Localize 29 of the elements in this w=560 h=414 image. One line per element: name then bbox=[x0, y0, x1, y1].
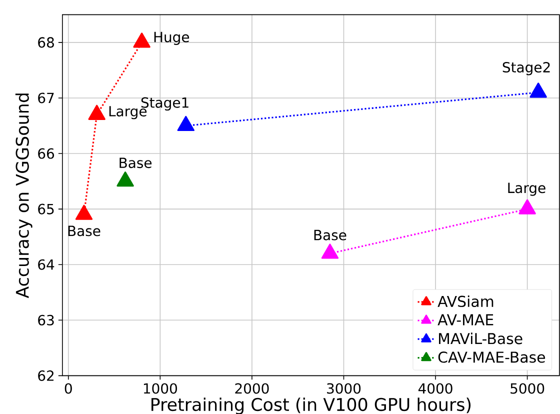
annotation: Huge bbox=[154, 32, 190, 45]
x-tick-label: 1000 bbox=[144, 383, 177, 394]
annotation: Base bbox=[314, 230, 346, 240]
legend-label: AV-MAE bbox=[438, 314, 494, 326]
y-tick-label: 67 bbox=[38, 92, 54, 104]
x-tick-label: 0 bbox=[64, 383, 72, 394]
y-axis-title: Accuracy on VGGSound bbox=[15, 94, 32, 298]
annotation: Base bbox=[120, 158, 152, 168]
legend-label: CAV-MAE-Base bbox=[438, 352, 545, 363]
y-tick-label: 62 bbox=[38, 370, 54, 381]
y-tick-label: 66 bbox=[38, 148, 54, 159]
annotation: Large bbox=[508, 182, 546, 196]
legend-label: MAViL-Base bbox=[439, 332, 522, 344]
y-tick-label: 68 bbox=[38, 37, 54, 48]
y-tick-label: 65 bbox=[38, 204, 54, 214]
annotation: Stage2 bbox=[502, 62, 550, 76]
point bbox=[75, 204, 93, 220]
annotation: Base bbox=[68, 226, 100, 236]
x-axis-title: Pretraining Cost (in V100 GPU hours) bbox=[152, 398, 471, 414]
x-tick-label: 2000 bbox=[235, 383, 269, 394]
x-tick-label: 4000 bbox=[418, 383, 452, 394]
x-tick-label: 5000 bbox=[510, 383, 544, 394]
x-tick-label: 3000 bbox=[327, 383, 361, 394]
legend-label: AVSiam bbox=[438, 295, 494, 308]
point bbox=[133, 32, 150, 48]
y-tick-label: 63 bbox=[38, 314, 54, 326]
point bbox=[88, 104, 106, 120]
y-tick-label: 64 bbox=[38, 259, 54, 270]
point bbox=[116, 171, 134, 187]
